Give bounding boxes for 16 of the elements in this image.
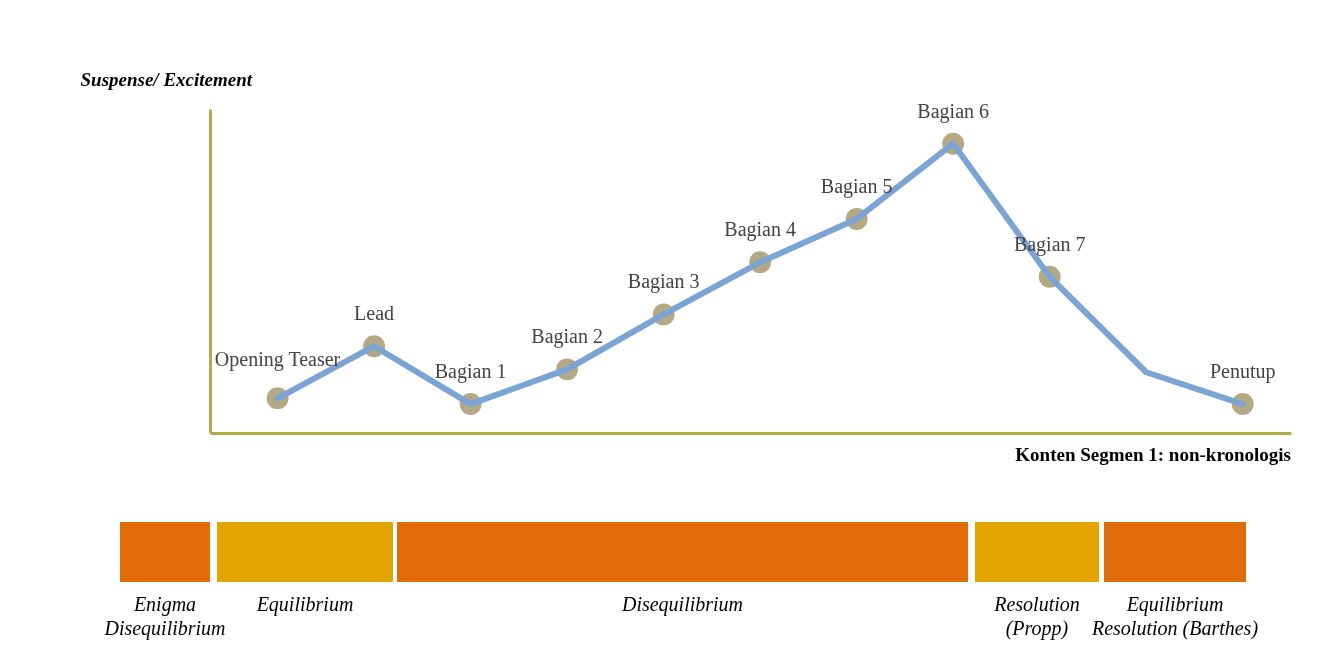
x-tick-label: Bagian 2 bbox=[531, 325, 603, 349]
x-tick-label: Bagian 4 bbox=[724, 218, 796, 242]
x-tick-label: Bagian 6 bbox=[917, 99, 990, 123]
x-tick-label: Bagian 1 bbox=[434, 360, 507, 384]
text: Equilibrium Resolution (Barthes) bbox=[1090, 592, 1260, 640]
text: Resolution (Propp) bbox=[994, 593, 1080, 639]
x-tick-label: Bagian 3 bbox=[627, 270, 700, 294]
x-axis-title: Konten Segmen 1: non-kronologis bbox=[1015, 444, 1291, 465]
x-tick-label: Penutup bbox=[1209, 360, 1276, 384]
text: Disequilibrium bbox=[620, 592, 745, 616]
x-tick-label: Bagian 5 bbox=[820, 174, 893, 198]
x-tick-label: Opening Teaser bbox=[214, 348, 341, 372]
text: Equilibrium bbox=[255, 592, 355, 616]
y-axis-title: Suspense/ Excitement bbox=[80, 68, 253, 90]
x-tick-label: Lead bbox=[354, 302, 395, 325]
text: Enigma Disequilibrium bbox=[103, 592, 227, 640]
